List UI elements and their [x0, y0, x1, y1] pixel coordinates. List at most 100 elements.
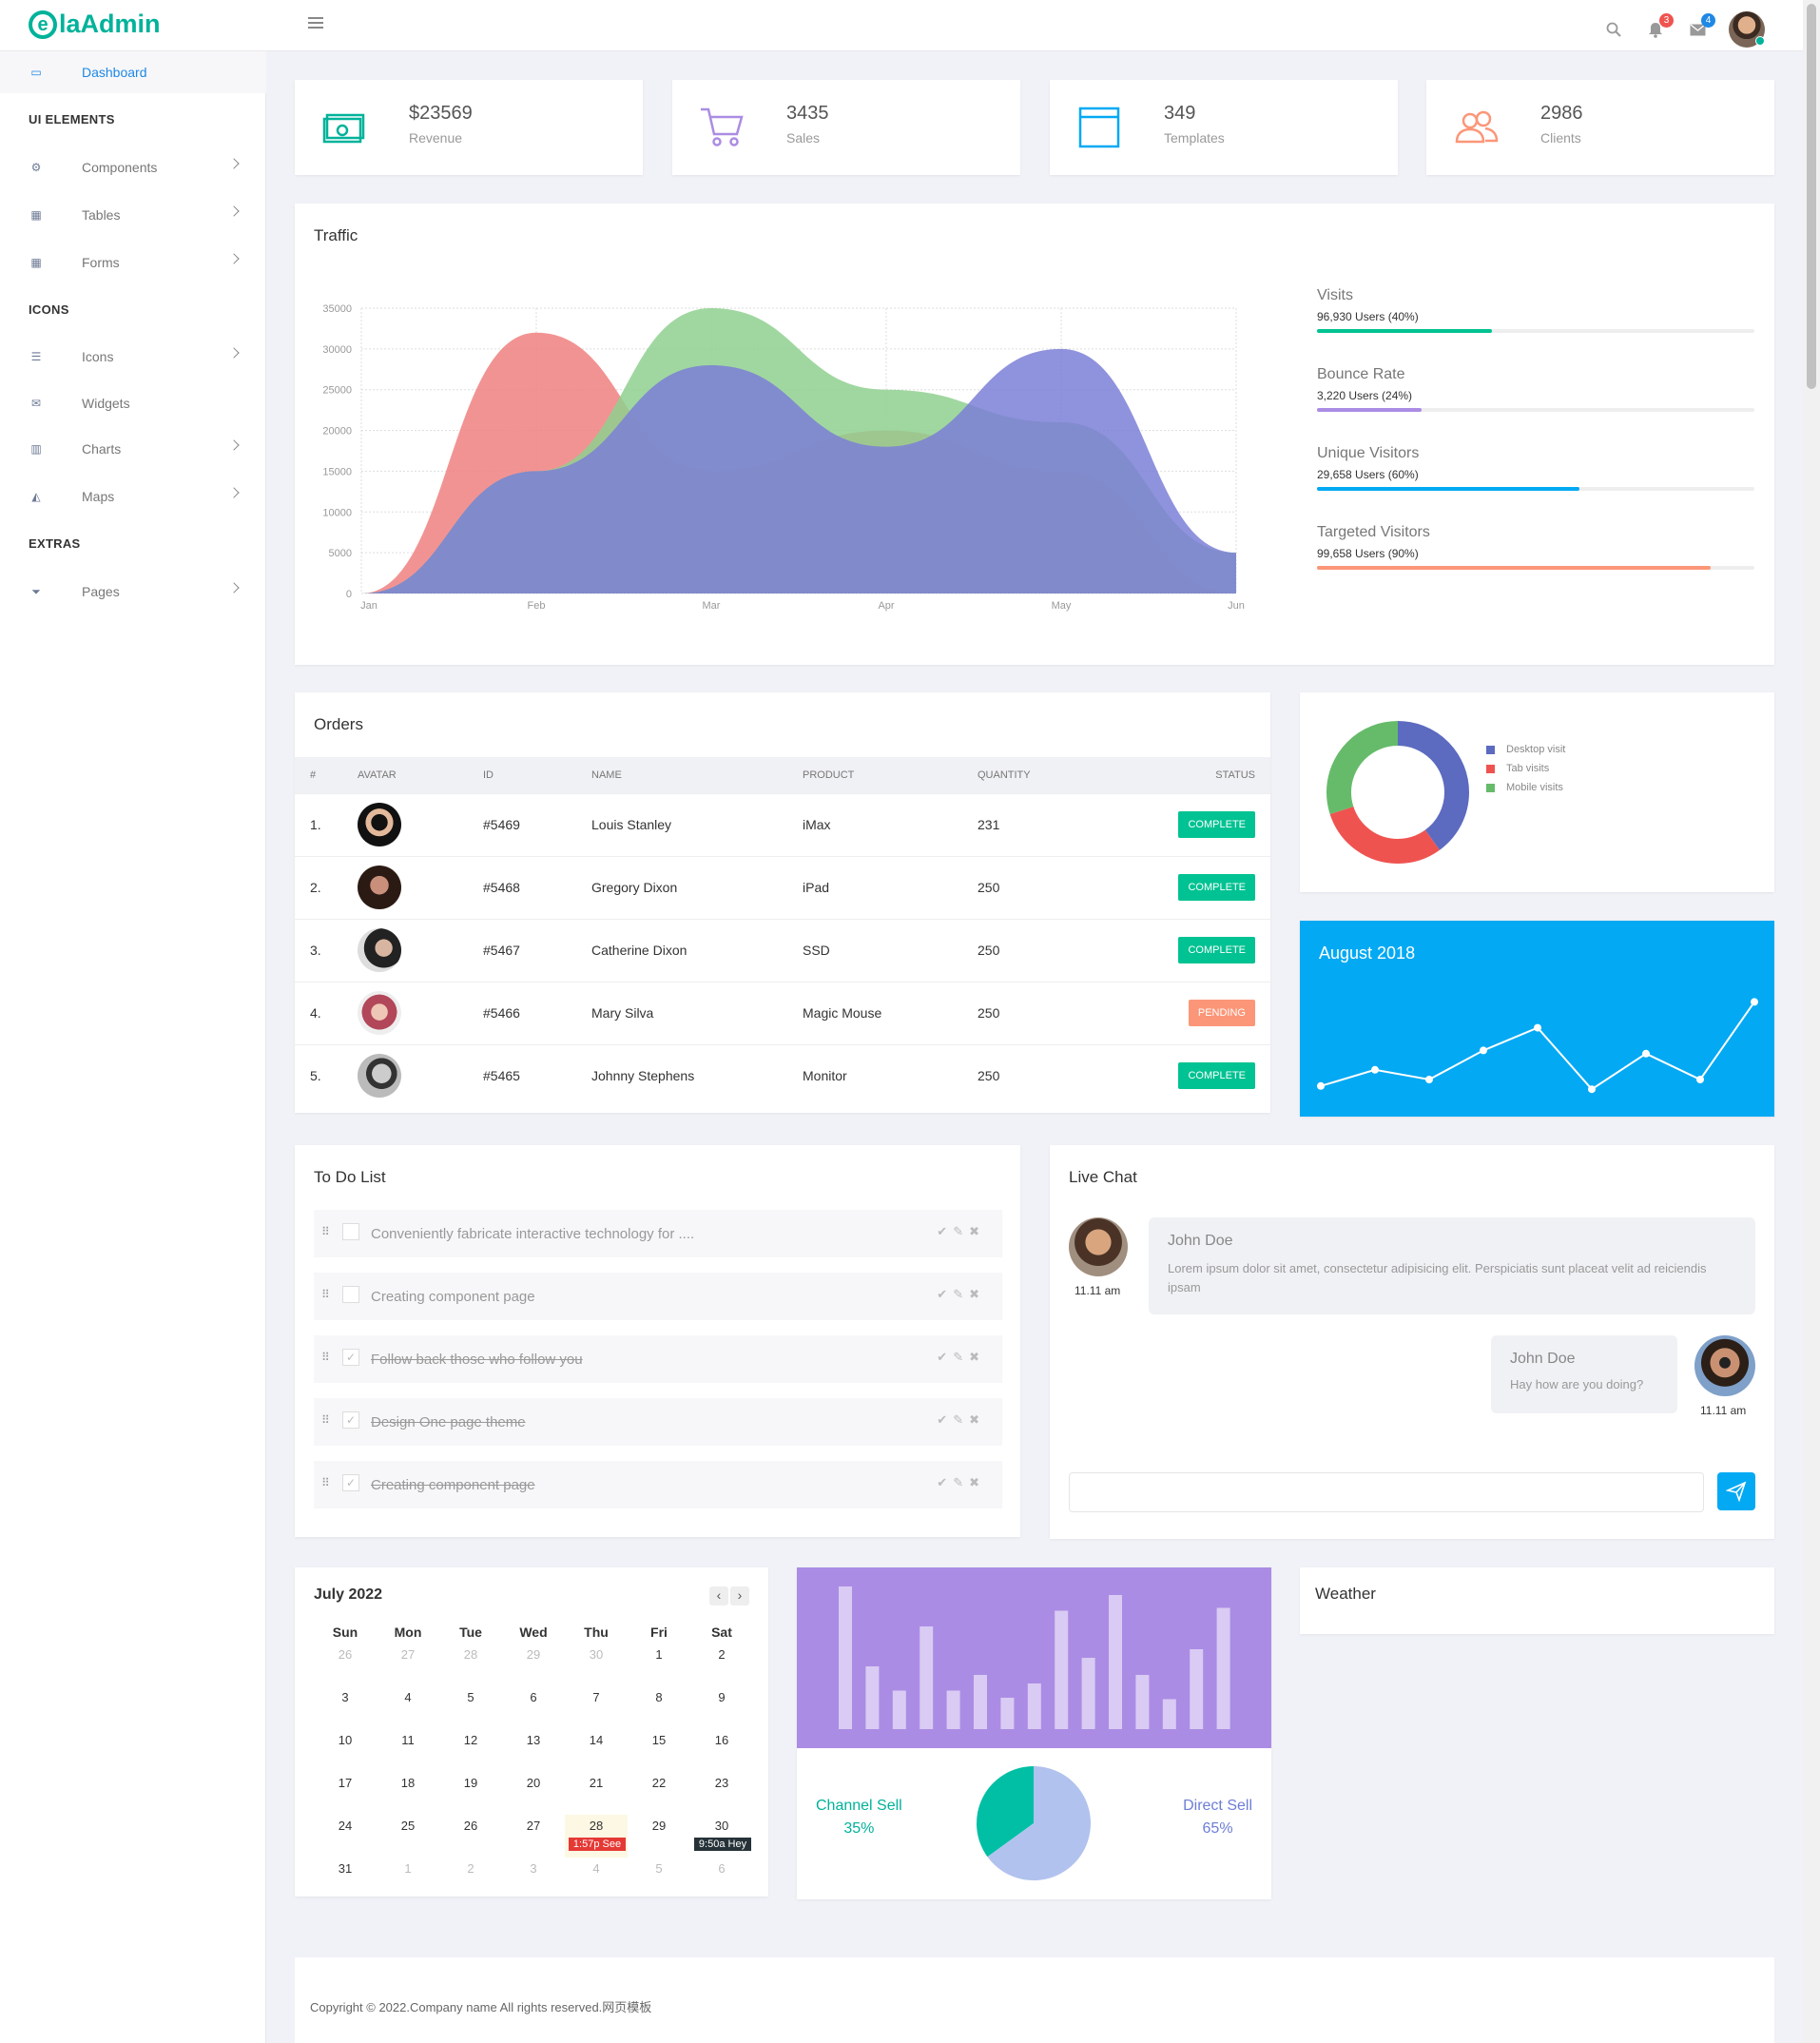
- todo-checkbox[interactable]: ✓: [342, 1411, 359, 1429]
- calendar-day[interactable]: 25: [400, 1819, 416, 1833]
- calendar-day[interactable]: 21: [589, 1776, 604, 1790]
- calendar-day[interactable]: 3: [530, 1861, 537, 1876]
- pencil-icon[interactable]: ✎: [953, 1412, 970, 1427]
- check-icon[interactable]: ✔: [937, 1287, 954, 1301]
- calendar-day[interactable]: 20: [526, 1776, 541, 1790]
- todo-checkbox[interactable]: ✓: [342, 1474, 359, 1491]
- sidebar-item-dashboard[interactable]: ▭ Dashboard: [0, 51, 266, 93]
- todo-item[interactable]: ⠿ Creating component page ✔✎✖: [314, 1273, 1002, 1320]
- sidebar-item-tables[interactable]: ▦ Tables: [0, 194, 266, 236]
- calendar-day[interactable]: 30: [589, 1647, 604, 1662]
- check-icon[interactable]: ✔: [937, 1224, 954, 1238]
- calendar-day[interactable]: 6: [530, 1690, 537, 1704]
- todo-checkbox[interactable]: [342, 1286, 359, 1303]
- calendar-day[interactable]: 14: [589, 1733, 604, 1747]
- calendar-day[interactable]: 27: [400, 1647, 416, 1662]
- sidebar-item-pages[interactable]: ⏷ Pages: [0, 571, 266, 613]
- user-avatar[interactable]: [1729, 11, 1765, 48]
- close-icon[interactable]: ✖: [969, 1287, 985, 1301]
- calendar-prev-button[interactable]: ‹: [709, 1586, 728, 1605]
- table-row[interactable]: 4. #5466 Mary Silva Magic Mouse 250 PEND…: [295, 981, 1270, 1044]
- sidebar-item-icons[interactable]: ☰ Icons: [0, 336, 266, 378]
- calendar-day[interactable]: 22: [651, 1776, 667, 1790]
- calendar-day[interactable]: 27: [526, 1819, 541, 1833]
- check-icon[interactable]: ✔: [937, 1350, 954, 1364]
- calendar-day[interactable]: 2: [718, 1647, 726, 1662]
- calendar-day[interactable]: 3: [341, 1690, 349, 1704]
- calendar-day[interactable]: 18: [400, 1776, 416, 1790]
- drag-handle-icon[interactable]: ⠿: [321, 1288, 330, 1301]
- calendar-event[interactable]: 1:57p See: [569, 1838, 626, 1851]
- table-row[interactable]: 1. #5469 Louis Stanley iMax 231 COMPLETE: [295, 792, 1270, 856]
- sidebar-item-components[interactable]: ⚙ Components: [0, 146, 266, 188]
- envelope-icon[interactable]: 4: [1687, 13, 1715, 40]
- calendar-day[interactable]: 1: [655, 1647, 663, 1662]
- calendar-day[interactable]: 6: [718, 1861, 726, 1876]
- calendar-event[interactable]: 9:50a Hey: [694, 1838, 751, 1851]
- drag-handle-icon[interactable]: ⠿: [321, 1225, 330, 1238]
- todo-item[interactable]: ⠿ ✓ Creating component page ✔✎✖: [314, 1461, 1002, 1508]
- calendar-day[interactable]: 13: [526, 1733, 541, 1747]
- calendar-day[interactable]: 15: [651, 1733, 667, 1747]
- pencil-icon[interactable]: ✎: [953, 1350, 970, 1364]
- calendar-day[interactable]: 30 9:50a Hey: [690, 1815, 753, 1858]
- check-icon[interactable]: ✔: [937, 1475, 954, 1489]
- calendar-day[interactable]: 16: [714, 1733, 729, 1747]
- todo-item[interactable]: ⠿ ✓ Design One page theme ✔✎✖: [314, 1398, 1002, 1446]
- calendar-day[interactable]: 8: [655, 1690, 663, 1704]
- todo-item[interactable]: ⠿ ✓ Follow back those who follow you ✔✎✖: [314, 1335, 1002, 1383]
- calendar-day[interactable]: 12: [463, 1733, 478, 1747]
- sidebar-item-forms[interactable]: ▦ Forms: [0, 242, 266, 283]
- table-row[interactable]: 5. #5465 Johnny Stephens Monitor 250 COM…: [295, 1043, 1270, 1107]
- drag-handle-icon[interactable]: ⠿: [321, 1351, 330, 1364]
- calendar-day[interactable]: 23: [714, 1776, 729, 1790]
- calendar-day[interactable]: 19: [463, 1776, 478, 1790]
- send-button[interactable]: [1717, 1472, 1755, 1510]
- pencil-icon[interactable]: ✎: [953, 1475, 970, 1489]
- calendar-day[interactable]: 31: [338, 1861, 353, 1876]
- table-row[interactable]: 3. #5467 Catherine Dixon SSD 250 COMPLET…: [295, 918, 1270, 982]
- calendar-day[interactable]: 28: [463, 1647, 478, 1662]
- calendar-day[interactable]: 5: [467, 1690, 474, 1704]
- calendar-day[interactable]: 4: [592, 1861, 600, 1876]
- calendar-day[interactable]: 10: [338, 1733, 353, 1747]
- sidebar-item-widgets[interactable]: ✉ Widgets: [0, 382, 266, 424]
- drag-handle-icon[interactable]: ⠿: [321, 1476, 330, 1489]
- calendar-day[interactable]: 1: [404, 1861, 412, 1876]
- calendar-day[interactable]: 29: [526, 1647, 541, 1662]
- todo-checkbox[interactable]: [342, 1223, 359, 1240]
- bell-icon[interactable]: 3: [1645, 13, 1674, 40]
- sidebar-item-maps[interactable]: ◭ Maps: [0, 476, 266, 517]
- todo-checkbox[interactable]: ✓: [342, 1349, 359, 1366]
- calendar-day[interactable]: 26: [338, 1647, 353, 1662]
- calendar-day[interactable]: 26: [463, 1819, 478, 1833]
- pencil-icon[interactable]: ✎: [953, 1287, 970, 1301]
- menu-toggle-icon[interactable]: [308, 17, 323, 30]
- close-icon[interactable]: ✖: [969, 1350, 985, 1364]
- drag-handle-icon[interactable]: ⠿: [321, 1413, 330, 1427]
- todo-item[interactable]: ⠿ Conveniently fabricate interactive tec…: [314, 1210, 1002, 1257]
- calendar-day[interactable]: 4: [404, 1690, 412, 1704]
- page-scrollbar[interactable]: [1803, 0, 1820, 2043]
- brand-logo[interactable]: e laAdmin: [29, 10, 161, 39]
- close-icon[interactable]: ✖: [969, 1475, 985, 1489]
- calendar-day[interactable]: 11: [401, 1733, 415, 1747]
- calendar-day[interactable]: 5: [655, 1861, 663, 1876]
- chat-message-input[interactable]: [1069, 1472, 1704, 1512]
- calendar-next-button[interactable]: ›: [730, 1586, 749, 1605]
- search-icon[interactable]: [1603, 19, 1624, 40]
- pencil-icon[interactable]: ✎: [953, 1224, 970, 1238]
- calendar-day[interactable]: 2: [467, 1861, 474, 1876]
- close-icon[interactable]: ✖: [969, 1412, 985, 1427]
- y-tick-label: 25000: [322, 385, 352, 397]
- calendar-day[interactable]: 28 1:57p See: [565, 1815, 628, 1858]
- calendar-day[interactable]: 29: [651, 1819, 667, 1833]
- table-row[interactable]: 2. #5468 Gregory Dixon iPad 250 COMPLETE: [295, 855, 1270, 919]
- calendar-day[interactable]: 24: [338, 1819, 353, 1833]
- calendar-day[interactable]: 17: [338, 1776, 353, 1790]
- sidebar-item-charts[interactable]: ▥ Charts: [0, 428, 266, 470]
- calendar-day[interactable]: 9: [718, 1690, 726, 1704]
- calendar-day[interactable]: 7: [592, 1690, 600, 1704]
- close-icon[interactable]: ✖: [969, 1224, 985, 1238]
- check-icon[interactable]: ✔: [937, 1412, 954, 1427]
